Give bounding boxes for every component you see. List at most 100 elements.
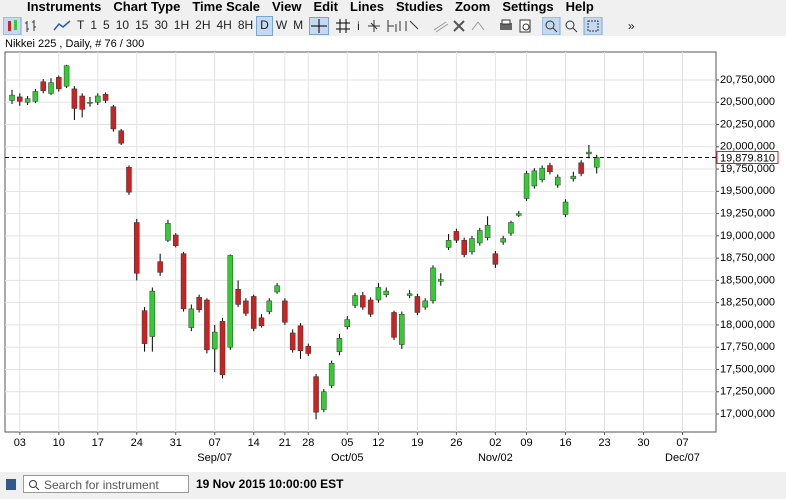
candle-body — [500, 238, 506, 243]
x-tick-label: 10 — [53, 437, 65, 449]
timeframe-button[interactable]: 1 — [90, 18, 98, 32]
candle-body — [102, 93, 109, 101]
candle-body — [235, 289, 241, 305]
x-tick-label: 17 — [92, 437, 104, 449]
x-tick-label: 23 — [598, 437, 610, 449]
zoom-buttons[interactable] — [541, 17, 604, 35]
menu-item[interactable]: Help — [565, 0, 594, 14]
candle-body — [492, 253, 499, 265]
timeframe-button[interactable]: M — [293, 18, 304, 32]
timeframe-button[interactable]: T — [77, 18, 85, 32]
timeframe-button[interactable]: W — [275, 18, 288, 32]
chart-type-buttons[interactable] — [3, 17, 47, 35]
candle-body — [24, 98, 31, 103]
candle-body — [328, 362, 335, 386]
candle-body — [56, 77, 62, 90]
more-button[interactable]: » — [627, 19, 635, 33]
x-tick-label: 07 — [209, 437, 221, 449]
x-tick-label: 09 — [520, 437, 532, 449]
timeframe-button[interactable]: 4H — [216, 18, 232, 32]
y-tick-label: 19,750,000 — [720, 163, 775, 175]
timeframe-button[interactable]: 1H — [173, 18, 190, 32]
y-tick-label: 18,750,000 — [720, 252, 775, 264]
menu-item[interactable]: Lines — [350, 0, 384, 14]
timeframe-button[interactable]: 30 — [154, 18, 168, 32]
candle-body — [305, 346, 312, 354]
plot-area — [5, 52, 719, 435]
price-label: 19,879.810 — [720, 152, 775, 164]
y-tick-label: 19,500,000 — [720, 185, 775, 197]
candle-body — [227, 255, 234, 348]
candle-body — [40, 81, 46, 91]
y-tick-label: 17,500,000 — [720, 363, 775, 375]
candle-body — [63, 65, 70, 87]
candle-body — [157, 261, 163, 273]
menu-item[interactable]: Settings — [502, 0, 554, 14]
timeframe-button[interactable]: 2H — [195, 18, 211, 32]
line-chart-button[interactable] — [53, 17, 71, 35]
menu-item[interactable]: Time Scale — [192, 0, 261, 14]
menu-item[interactable]: Studies — [395, 0, 443, 14]
crosshair-button[interactable] — [309, 17, 330, 35]
month-label: Dec/07 — [665, 452, 700, 464]
candle-body — [391, 312, 397, 338]
info-button[interactable]: i — [357, 19, 360, 33]
candle-body — [110, 106, 117, 130]
candle-body — [188, 308, 195, 328]
x-tick-label: 26 — [450, 437, 462, 449]
candle-body — [516, 213, 522, 216]
candle-body — [383, 290, 389, 295]
candle-body — [578, 162, 584, 174]
x-tick-label: 16 — [559, 437, 571, 449]
timeframe-button[interactable]: 8H — [237, 18, 254, 32]
y-tick-label: 20,500,000 — [720, 96, 775, 108]
candle-body — [352, 295, 358, 306]
candle-body — [399, 313, 405, 345]
menu-item[interactable]: Instruments — [27, 0, 102, 14]
candle-body — [87, 101, 93, 104]
y-tick-label: 17,250,000 — [720, 386, 775, 398]
candle-body — [297, 325, 304, 352]
candle-body — [414, 296, 421, 313]
candle-body — [258, 317, 265, 327]
candle-body — [126, 167, 132, 193]
x-tick-label: 05 — [341, 437, 353, 449]
search-input[interactable]: Search for instrument — [23, 475, 189, 493]
line-tools[interactable] — [432, 18, 492, 34]
candle-body — [95, 95, 101, 103]
timeframe-buttons: T 1 5 10 15 30 1H 2H 4H 8H D W M — [74, 16, 306, 36]
candle-body — [484, 224, 491, 238]
candle-body — [243, 300, 249, 314]
print-buttons[interactable] — [498, 18, 536, 34]
candle-body — [477, 230, 483, 244]
candle-body — [71, 88, 78, 109]
timeframe-button[interactable]: 15 — [135, 18, 149, 32]
menu-item[interactable]: View — [272, 0, 302, 14]
candle-body — [360, 295, 366, 308]
candle-body — [406, 293, 413, 296]
timeframe-button[interactable]: D — [256, 16, 273, 36]
y-tick-label: 18,250,000 — [720, 297, 775, 309]
menu-item[interactable]: Zoom — [454, 0, 491, 14]
candle-body — [336, 338, 343, 352]
candle-body — [211, 331, 218, 350]
menu-item[interactable]: Edit — [313, 0, 338, 14]
timeframe-button[interactable]: 10 — [115, 18, 130, 32]
candle-body — [547, 165, 553, 172]
candle-body — [266, 300, 273, 312]
x-tick-label: 14 — [248, 437, 260, 449]
y-tick-label: 20,750,000 — [720, 74, 775, 86]
candle-body — [17, 96, 23, 102]
candle-body — [118, 130, 124, 144]
x-tick-label: 28 — [302, 437, 314, 449]
drawing-buttons[interactable] — [366, 18, 426, 34]
plot-frame — [4, 51, 717, 433]
x-tick-label: 24 — [131, 437, 143, 449]
menu-item[interactable]: Chart Type — [113, 0, 181, 14]
grid-button[interactable] — [335, 18, 351, 34]
candle-body — [204, 299, 210, 351]
candle-body — [32, 91, 39, 102]
status-icon — [6, 479, 16, 490]
timeframe-button[interactable]: 5 — [103, 18, 110, 32]
